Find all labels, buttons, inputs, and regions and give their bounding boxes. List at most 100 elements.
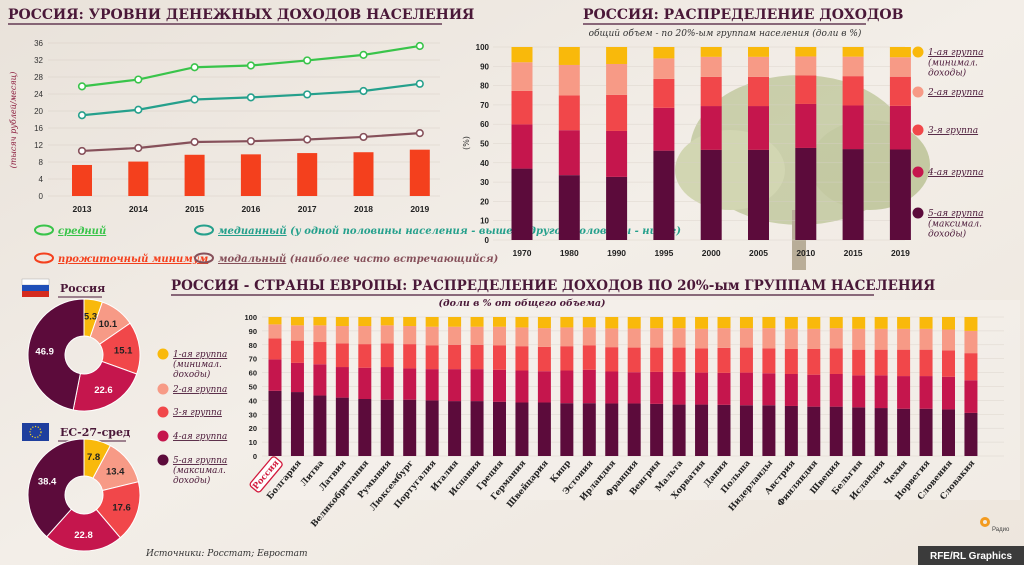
legend-group-item: 3-я группа — [912, 124, 978, 136]
modal-income-point — [77, 146, 87, 156]
legend-group-item: 1-ая группа (минимал. доходы) — [157, 348, 227, 380]
europe-dist-segment — [358, 317, 372, 327]
legend-group-marker — [912, 86, 924, 98]
europe-dist-segment — [672, 404, 686, 456]
legend-median-desc: (у одной половины населения - выше, у др… — [290, 226, 681, 237]
group-legend-left: 1-ая группа (минимал. доходы) 2-ая группа 3-… — [157, 348, 227, 486]
russia-dist-segment — [511, 62, 533, 91]
europe-dist-segment — [403, 326, 417, 345]
europe-dist-segment — [942, 329, 955, 351]
europe-dist-segment — [335, 397, 349, 456]
russia-dist-segment — [653, 150, 675, 240]
russia-dist-x-tick: 1995 — [654, 248, 673, 258]
russia-dist-segment — [748, 47, 769, 57]
europe-dist-segment — [627, 317, 641, 329]
europe-dist-segment — [582, 317, 596, 328]
europe-dist-segment — [717, 328, 731, 348]
europe-dist-y-tick: 40 — [249, 396, 257, 405]
europe-dist-segment — [942, 376, 955, 410]
europe-dist-segment — [762, 328, 776, 349]
europe-dist-segment — [425, 345, 439, 370]
europe-dist-segment — [807, 328, 821, 349]
europe-dist-segment — [829, 348, 843, 374]
europe-dist-segment — [515, 317, 529, 328]
income-y-tick: 16 — [34, 124, 43, 133]
russia-flag — [21, 278, 50, 297]
radio-logo: Радио — [980, 517, 1010, 533]
europe-dist-segment — [762, 348, 776, 374]
europe-dist-segment — [852, 317, 866, 329]
russia-dist-y-tick: 10 — [480, 217, 489, 226]
legend-group-item: 2-ая группа — [912, 86, 983, 98]
europe-dist-segment — [268, 359, 282, 391]
group-legend-top: 1-ая группа (минимал. доходы) 2-ая группа 3-… — [912, 46, 983, 240]
radio-logo-text: Радио — [992, 527, 1010, 533]
russia-dist-segment — [558, 130, 580, 176]
legend-group-item: 5-ая группа (максимал. доходы) — [912, 207, 983, 240]
europe-dist-segment — [403, 399, 417, 456]
europe-dist-segment — [582, 345, 596, 370]
legend-item-median: медианный (у одной половины населения - … — [194, 224, 681, 237]
legend-item-average: средний — [34, 224, 106, 237]
europe-dist-segment — [650, 403, 664, 456]
legend-item-subsistence: прожиточный минимум — [34, 252, 208, 265]
modal-income-point — [246, 137, 255, 146]
subsistence-bar — [409, 149, 430, 196]
europe-dist-segment — [537, 346, 551, 372]
europe-dist-segment — [313, 395, 327, 456]
russia-dist-segment — [558, 47, 580, 65]
europe-dist-segment — [605, 328, 619, 348]
median-income-point — [359, 86, 368, 96]
subsistence-bar — [353, 152, 374, 196]
credit-background — [918, 546, 1024, 565]
europe-dist-segment — [560, 327, 574, 347]
russia-dist-segment — [842, 105, 864, 150]
donut-value-label: 5.3 — [84, 312, 97, 323]
legend-average-label: средний — [58, 226, 106, 237]
europe-dist-y-tick: 30 — [249, 410, 257, 419]
russia-dist-segment — [795, 75, 817, 104]
russia-dist-segment — [842, 149, 864, 240]
europe-dist-segment — [829, 328, 843, 349]
europe-dist-y-tick: 50 — [249, 383, 257, 392]
avg-income-point — [190, 63, 199, 72]
russia-dist-segment — [606, 130, 628, 177]
europe-dist-segment — [560, 370, 574, 404]
russia-dist-y-tick: 100 — [476, 43, 490, 52]
russia-dist-segment — [558, 95, 580, 131]
legend-group-marker — [157, 348, 169, 360]
europe-dist-segment — [762, 405, 776, 456]
europe-dist-segment — [537, 371, 551, 403]
europe-dist-segment — [874, 375, 888, 409]
europe-dist-segment — [650, 347, 664, 372]
europe-dist-segment — [627, 328, 641, 348]
europe-dist-segment — [852, 328, 866, 350]
europe-dist-segment — [290, 340, 304, 363]
europe-dist-segment — [784, 317, 798, 329]
europe-dist-segment — [717, 317, 731, 329]
legend-group-marker — [157, 383, 169, 395]
europe-dist-segment — [358, 399, 372, 456]
europe-dist-segment — [942, 350, 955, 377]
legend-group-marker — [157, 406, 169, 418]
europe-dist-segment — [807, 317, 821, 329]
donut-value-label: 38.4 — [38, 476, 57, 487]
russia-dist-x-tick: 2010 — [796, 248, 815, 258]
russia-dist-y-tick: 60 — [480, 120, 489, 129]
europe-dist-y-tick: 90 — [249, 327, 257, 336]
europe-dist-segment — [290, 317, 304, 326]
donut-value-label: 46.9 — [35, 347, 54, 358]
income-chart-title: РОССИЯ: УРОВНИ ДЕНЕЖНЫХ ДОХОДОВ НАСЕЛЕНИ… — [8, 7, 474, 23]
europe-dist-segment — [874, 317, 888, 329]
europe-dist-segment — [784, 328, 798, 349]
legend-group-marker — [912, 166, 924, 178]
europe-dist-segment — [942, 409, 955, 456]
eu-donut-title: ЕС-27-сред — [60, 426, 130, 439]
russia-dist-y-tick: 40 — [480, 159, 489, 168]
europe-dist-segment — [739, 347, 753, 373]
europe-dist-segment — [470, 317, 484, 327]
russia-dist-segment — [653, 47, 675, 59]
income-y-tick: 0 — [39, 192, 44, 201]
income-y-tick: 8 — [39, 158, 44, 167]
europe-dist-segment — [582, 403, 596, 456]
